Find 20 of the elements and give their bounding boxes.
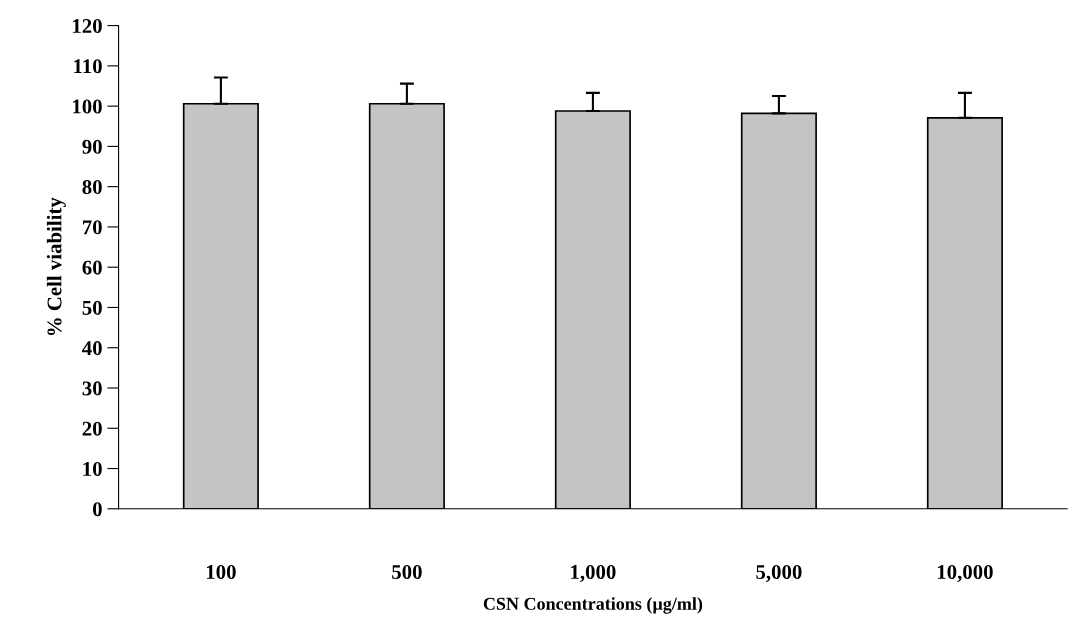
x-tick-label: 1,000 (571, 564, 616, 583)
y-tick-label: 60 (82, 260, 102, 275)
y-tick-label: 50 (82, 300, 102, 315)
y-tick-label: 80 (82, 180, 102, 195)
y-axis-title: % Cell viability (46, 197, 66, 336)
y-tick-label: 110 (74, 59, 102, 74)
x-tick-label: 5,000 (756, 564, 802, 583)
y-tick-label: 90 (82, 139, 102, 154)
x-tick-label: 100 (206, 564, 236, 580)
x-tick-label: 10,000 (937, 564, 993, 583)
y-tick-label: 30 (82, 381, 102, 396)
y-tick-label: 70 (82, 220, 102, 235)
y-tick-label: 120 (73, 18, 102, 34)
y-tick-label: 10 (83, 461, 102, 476)
x-axis-title: CSN Concentrations (µg/ml) (483, 597, 703, 614)
x-tick-label: 500 (392, 564, 422, 580)
y-tick-label: 40 (82, 341, 102, 356)
y-tick-label: 100 (73, 99, 102, 114)
y-tick-label: 20 (82, 421, 102, 436)
y-tick-label: 0 (92, 502, 102, 517)
